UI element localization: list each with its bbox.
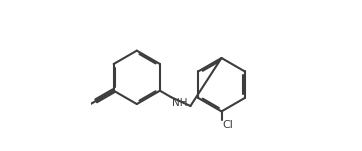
Text: NH: NH <box>172 98 188 108</box>
Text: Cl: Cl <box>222 120 233 130</box>
